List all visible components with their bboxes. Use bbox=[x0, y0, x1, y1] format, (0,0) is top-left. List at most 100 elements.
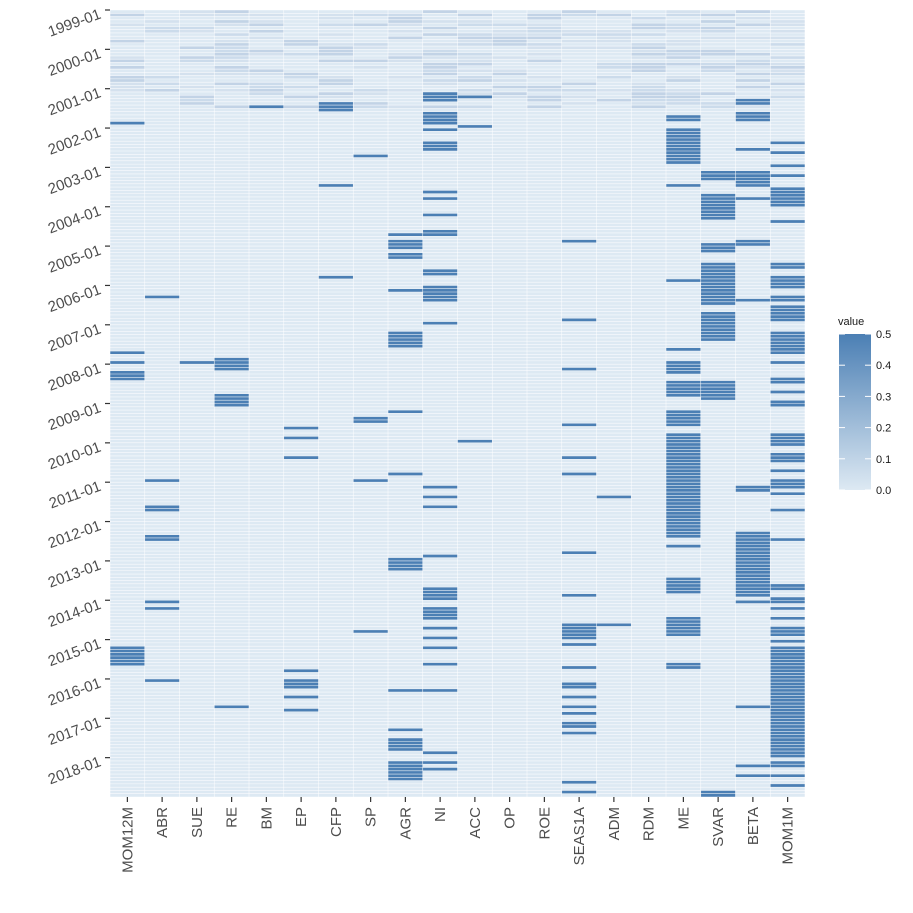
heatmap-cell-high bbox=[700, 318, 736, 322]
heatmap-cell-shaded bbox=[214, 69, 249, 73]
heatmap-cell-high bbox=[388, 728, 423, 732]
heatmap-cell-high bbox=[770, 436, 805, 440]
heatmap-cell-high bbox=[388, 764, 423, 768]
heatmap-cell-high bbox=[700, 203, 736, 207]
y-tick-label: 2002-01 bbox=[46, 124, 104, 159]
heatmap-cell-high bbox=[770, 508, 805, 512]
heatmap-cell-shaded bbox=[596, 46, 632, 50]
heatmap-cell-high bbox=[700, 390, 736, 394]
heatmap-cell-high bbox=[422, 111, 458, 115]
heatmap-cell-shaded bbox=[422, 78, 458, 83]
heatmap-cell-shaded bbox=[770, 42, 805, 47]
heatmap-cell-shaded bbox=[631, 23, 666, 27]
heatmap-cell-shaded bbox=[457, 42, 493, 47]
heatmap-cell-high bbox=[735, 554, 771, 558]
heatmap-cell-high bbox=[735, 587, 771, 591]
heatmap-cell-high bbox=[770, 698, 805, 702]
heatmap-cell-high bbox=[388, 334, 423, 338]
heatmap-cell-high bbox=[666, 629, 701, 634]
heatmap-cell-high bbox=[770, 262, 805, 266]
heatmap-cell-high bbox=[770, 639, 805, 643]
heatmap-cell-high bbox=[700, 383, 736, 388]
heatmap-cell-shaded bbox=[214, 13, 249, 17]
heatmap-cell-shaded bbox=[144, 82, 180, 86]
heatmap-cell-shaded bbox=[700, 19, 736, 24]
heatmap-cell-shaded bbox=[353, 23, 388, 27]
heatmap-cell-high bbox=[422, 596, 458, 601]
heatmap-cell-shaded bbox=[249, 82, 284, 86]
heatmap-cell-high bbox=[700, 262, 736, 266]
heatmap-cell-shaded bbox=[422, 62, 458, 66]
heatmap-cell-high bbox=[700, 278, 736, 283]
heatmap-cell-high bbox=[561, 695, 597, 699]
heatmap-cell-shaded bbox=[457, 55, 493, 60]
heatmap-cell-high bbox=[353, 154, 388, 158]
heatmap-cell-high bbox=[110, 370, 145, 374]
heatmap-cell-shaded bbox=[735, 10, 771, 14]
heatmap-cell-high bbox=[561, 593, 597, 597]
heatmap-cell-shaded bbox=[388, 19, 423, 24]
heatmap-cell-high bbox=[735, 541, 771, 545]
x-tick-label: BM bbox=[258, 807, 275, 830]
x-axis: MOM12M ABR SUE RE BM EP CFP SP AGR NI ACC OP ROE SEAS… bbox=[119, 797, 797, 873]
heatmap-cell-shaded bbox=[561, 101, 597, 106]
heatmap-cell-shaded bbox=[318, 95, 354, 99]
heatmap-cell-shaded bbox=[631, 98, 666, 102]
heatmap-cell-high bbox=[700, 177, 736, 181]
heatmap-cell-high bbox=[110, 652, 145, 656]
heatmap-cell-high bbox=[770, 341, 805, 345]
heatmap-cell-high bbox=[666, 475, 701, 479]
heatmap-cell-shaded bbox=[631, 88, 666, 92]
heatmap-cell-shaded bbox=[179, 101, 215, 106]
heatmap-cell-high bbox=[214, 367, 249, 371]
heatmap-cell-shaded bbox=[770, 65, 805, 70]
heatmap-cell-shaded bbox=[214, 10, 249, 14]
heatmap-cell-high bbox=[770, 652, 805, 656]
heatmap-cell-high bbox=[770, 783, 805, 788]
heatmap-cell-shaded bbox=[422, 55, 458, 60]
heatmap-cell-shaded bbox=[249, 19, 284, 24]
heatmap-cell-high bbox=[770, 164, 805, 168]
heatmap-cell-high bbox=[666, 144, 701, 148]
heatmap-cell-high bbox=[666, 419, 701, 424]
heatmap-cell-shaded bbox=[249, 91, 284, 96]
heatmap-cell-shaded bbox=[666, 42, 701, 47]
heatmap-cell-high bbox=[770, 629, 805, 634]
heatmap-cell-shaded bbox=[700, 91, 736, 96]
heatmap-cell-high bbox=[666, 514, 701, 519]
heatmap-cell-high bbox=[283, 455, 319, 460]
heatmap-cell-shaded bbox=[666, 39, 701, 43]
heatmap-cell-high bbox=[110, 373, 145, 378]
heatmap-cell-high bbox=[596, 623, 632, 627]
heatmap-cell-high bbox=[770, 760, 805, 765]
heatmap-cell-shaded bbox=[110, 75, 145, 79]
x-tick-label: RE bbox=[224, 807, 241, 828]
heatmap-cell-high bbox=[388, 737, 423, 742]
heatmap-cell-shaded bbox=[596, 36, 632, 40]
heatmap-cell-high bbox=[422, 98, 458, 102]
heatmap-cell-shaded bbox=[214, 55, 249, 60]
heatmap-cell-shaded bbox=[527, 59, 562, 63]
heatmap-cell-high bbox=[666, 433, 701, 437]
heatmap-cell-shaded bbox=[283, 95, 319, 99]
heatmap-cell-shaded bbox=[666, 91, 701, 96]
heatmap-cell-high bbox=[666, 151, 701, 155]
heatmap-cell-shaded bbox=[631, 85, 666, 89]
heatmap-cell-high bbox=[666, 492, 701, 496]
heatmap-cell-high bbox=[666, 278, 701, 283]
heatmap-cell-high bbox=[283, 708, 319, 712]
heatmap-cell-high bbox=[666, 347, 701, 352]
heatmap-cell-high bbox=[422, 495, 458, 499]
heatmap-cell-high bbox=[422, 272, 458, 276]
x-tick-label: ACC bbox=[467, 807, 484, 839]
heatmap-cell-high bbox=[666, 416, 701, 420]
heatmap-cell-high bbox=[770, 298, 805, 302]
heatmap-cell-high bbox=[666, 534, 701, 538]
heatmap-cell-shaded bbox=[144, 19, 180, 24]
heatmap-cell-high bbox=[735, 580, 771, 584]
heatmap-cell-high bbox=[770, 606, 805, 611]
heatmap-cell-shaded bbox=[249, 29, 284, 33]
heatmap-cell-high bbox=[561, 642, 597, 647]
heatmap-cell-high bbox=[457, 95, 493, 99]
heatmap-cell-shaded bbox=[666, 13, 701, 17]
